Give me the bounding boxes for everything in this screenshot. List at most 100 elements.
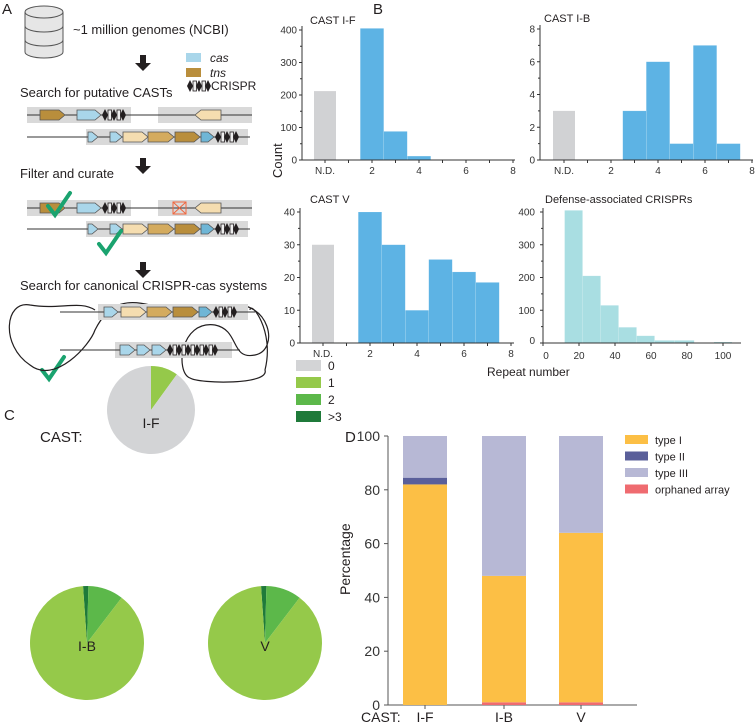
- y-tick-label: 200: [280, 91, 297, 102]
- legend-label: 1: [328, 376, 335, 390]
- legend-swatch: [296, 394, 321, 405]
- crispr-spacer-icon: [107, 202, 112, 214]
- histogram-bar: [428, 259, 453, 344]
- cas-gene: [200, 223, 215, 235]
- crispr-spacer-icon: [192, 80, 197, 92]
- x-tick-label: 2: [367, 349, 373, 360]
- category-label: I-F: [416, 709, 433, 725]
- pie-slice: [261, 586, 267, 643]
- down-arrow-icon: [135, 262, 151, 278]
- tns-gene: [172, 306, 199, 318]
- legend-label: >3: [328, 410, 342, 424]
- tns-gene: [122, 223, 149, 235]
- crispr-repeat-icon: [176, 344, 182, 356]
- crispr-repeat-icon: [224, 223, 230, 235]
- pie-slice: [30, 586, 145, 700]
- legend-swatch: [296, 411, 321, 422]
- crispr-repeat-icon: [111, 109, 117, 121]
- histogram-bar: [636, 335, 655, 344]
- x-tick-label: 80: [681, 351, 693, 362]
- tns-gene: [174, 223, 201, 235]
- x-tick-label: N.D.: [315, 166, 335, 177]
- tns-gene: [147, 223, 175, 235]
- y-tick-label: 4: [529, 90, 535, 101]
- panel-label-a: A: [2, 1, 12, 18]
- down-arrow-icon: [135, 55, 151, 71]
- count-axis-label: Count: [270, 143, 285, 178]
- step-search-canonical: Search for canonical CRISPR-cas systems: [20, 278, 268, 293]
- step-search-casts: Search for putative CASTs: [20, 85, 173, 100]
- nd-bar: [553, 110, 575, 160]
- nd-bar: [312, 244, 334, 343]
- crispr-spacer-icon: [227, 306, 232, 318]
- flow-arrows: [135, 55, 151, 278]
- cas-gene: [198, 306, 213, 318]
- legend-cas-swatch: [186, 53, 201, 62]
- pie-label: V: [260, 638, 270, 654]
- crispr-spacer-icon: [229, 223, 234, 235]
- histogram-bar: [381, 244, 406, 344]
- cast-prefix-label: CAST:: [361, 709, 401, 725]
- y-tick-label: 400: [280, 26, 297, 37]
- circular-genome-icon: [8, 301, 270, 383]
- crispr-spacer-icon: [116, 109, 121, 121]
- x-tick-label: 60: [645, 351, 657, 362]
- tns-gene: [194, 202, 222, 214]
- x-tick-label: N.D.: [554, 166, 574, 177]
- histogram-bar: [564, 210, 583, 344]
- x-tick-label: 4: [414, 349, 420, 360]
- y-tick-label: 100: [518, 306, 535, 317]
- tns-gene: [39, 109, 66, 121]
- crispr-spacer-icon: [107, 109, 112, 121]
- crispr-repeat-icon: [120, 202, 126, 214]
- crispr-spacer-icon: [220, 131, 225, 143]
- cas-gene: [151, 344, 167, 356]
- down-arrow-icon: [135, 158, 151, 174]
- legend-label: orphaned array: [655, 485, 730, 497]
- tns-gene: [120, 306, 147, 318]
- x-tick-label: 4: [416, 166, 422, 177]
- y-tick-label: 60: [364, 536, 380, 552]
- y-tick-label: 0: [372, 697, 380, 713]
- y-tick-label: 20: [364, 643, 380, 659]
- crispr-spacer-icon: [220, 223, 225, 235]
- x-tick-label: 6: [461, 349, 467, 360]
- cas-gene: [119, 344, 136, 356]
- legend-swatch: [625, 451, 648, 461]
- crispr-repeat-icon: [102, 109, 108, 121]
- y-tick-label: 200: [518, 273, 535, 284]
- crispr-repeat-icon: [222, 306, 228, 318]
- checkmark-icon: [97, 229, 123, 257]
- x-tick-label: 8: [749, 166, 755, 177]
- y-tick-label: 100: [357, 428, 381, 444]
- legend-tns-swatch: [186, 68, 201, 77]
- legend-tns-label: tns: [210, 66, 226, 80]
- category-label: I-B: [495, 709, 513, 725]
- histogram-bar: [475, 282, 500, 344]
- cas-gene: [103, 306, 119, 318]
- legend-label: type III: [655, 468, 688, 480]
- x-tick-label: 8: [508, 349, 514, 360]
- crispr-repeat-icon: [111, 202, 117, 214]
- y-tick-label: 0: [289, 339, 295, 350]
- crispr-repeat-icon: [224, 131, 230, 143]
- legend-swatch: [296, 377, 321, 388]
- chart-title: CAST V: [310, 194, 350, 206]
- database-icon: [24, 5, 64, 59]
- legend-label: type II: [655, 452, 685, 464]
- nd-bar: [314, 91, 336, 160]
- histogram-bar: [407, 155, 431, 161]
- crispr-repeat-icon: [215, 223, 221, 235]
- pie-slice: [83, 586, 89, 643]
- tns-gene: [194, 109, 222, 121]
- histogram-bar: [716, 143, 741, 161]
- crispr-repeat-icon: [185, 344, 191, 356]
- crispr-spacer-icon: [229, 131, 234, 143]
- y-tick-label: 10: [284, 306, 296, 317]
- legend-label: 2: [328, 393, 335, 407]
- x-tick-label: 0: [543, 351, 549, 362]
- histogram-bar: [383, 131, 408, 161]
- tns-gene: [122, 131, 149, 143]
